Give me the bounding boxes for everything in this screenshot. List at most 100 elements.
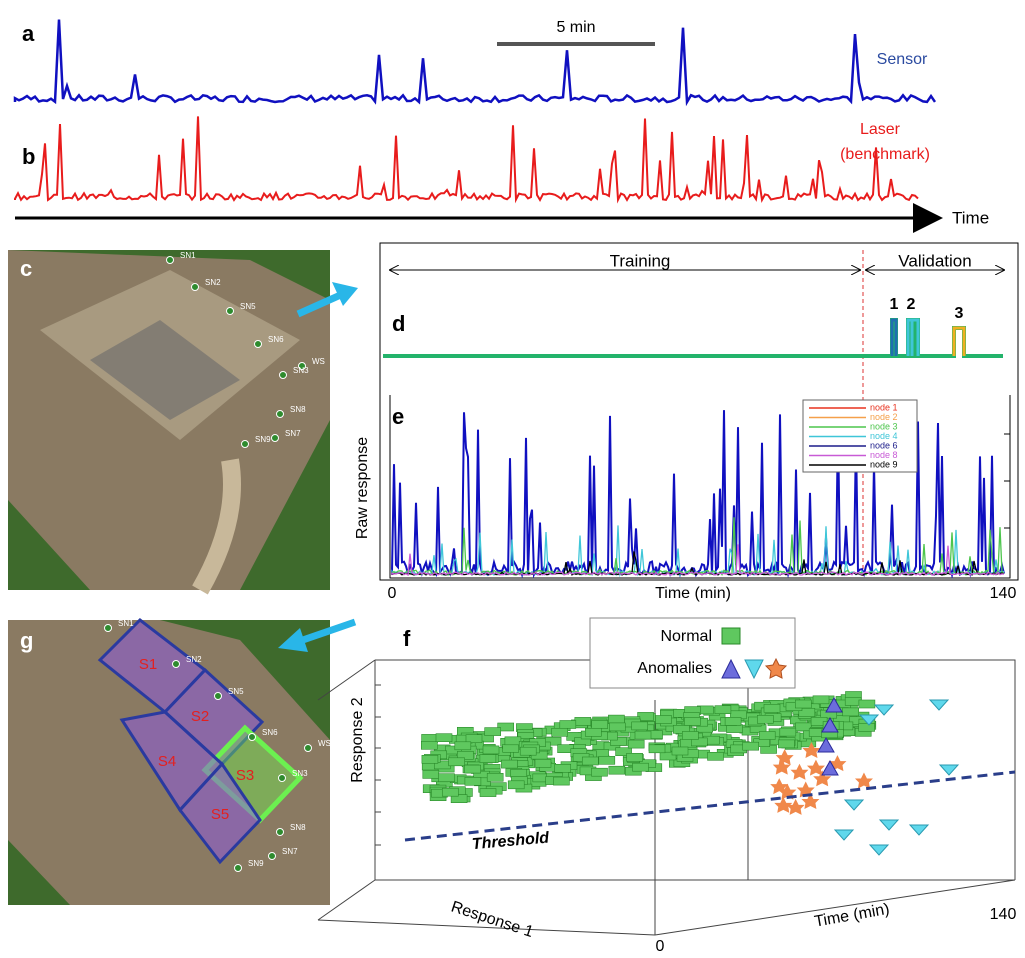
anomaly-star (787, 799, 805, 815)
normal-point (480, 789, 496, 797)
normal-point (575, 717, 591, 725)
normal-point (553, 777, 569, 785)
normal-point (449, 758, 465, 766)
laser-trace (15, 116, 918, 200)
normal-point (780, 728, 796, 736)
normal-point (511, 769, 527, 777)
normal-point (592, 768, 608, 776)
anomaly-triangle (875, 705, 893, 715)
anomaly-star (776, 749, 794, 765)
legend-label: Anomalies (637, 660, 712, 677)
normal-point (633, 763, 649, 771)
normal-point (520, 747, 536, 755)
sensor-label: SN8 (290, 823, 306, 832)
y-axis-label: Response 2 (349, 697, 366, 782)
legend-label: node 8 (870, 450, 898, 460)
legend-label: node 3 (870, 421, 898, 431)
anomaly-triangle (930, 700, 948, 710)
normal-point (859, 723, 875, 731)
figure: a 5 min Sensor b Laser (benchmark) Time … (0, 0, 1025, 958)
anomaly-star (790, 764, 808, 780)
z-tick-label: 140 (990, 906, 1017, 923)
event-label: 2 (907, 296, 916, 313)
normal-point (508, 781, 524, 789)
normal-point (465, 777, 481, 785)
sensor-marker (255, 341, 262, 348)
normal-point (682, 732, 698, 740)
sensor-marker (235, 865, 242, 872)
event-label: 1 (890, 296, 899, 313)
normal-point (582, 757, 598, 765)
normal-point (552, 728, 568, 736)
anomaly-triangle (835, 830, 853, 840)
normal-point (632, 722, 648, 730)
normal-point (764, 704, 780, 712)
panel-label: g (20, 628, 33, 653)
sensor-marker (215, 693, 222, 700)
normal-point (708, 752, 724, 760)
zone-label: S5 (211, 806, 229, 823)
sensor-label: SN5 (240, 302, 256, 311)
response-trace (392, 525, 1004, 575)
trace-label: Laser (860, 121, 901, 138)
zone-label: S1 (139, 656, 157, 673)
anomaly-star (855, 772, 873, 788)
anomaly-triangle (910, 825, 928, 835)
normal-point (422, 755, 438, 763)
sensor-label: SN6 (268, 335, 284, 344)
normal-point (585, 728, 601, 736)
sensor-marker (269, 853, 276, 860)
response-trace (392, 517, 1004, 575)
normal-point (759, 732, 775, 740)
normal-point (795, 700, 811, 708)
sensor-marker (192, 284, 199, 291)
sensor-marker (272, 435, 279, 442)
normal-point (503, 744, 519, 752)
sensor-label: SN7 (282, 847, 298, 856)
sensor-marker (249, 734, 256, 741)
sensor-marker (279, 775, 286, 782)
normal-point (778, 740, 794, 748)
legend-label: node 4 (870, 431, 898, 441)
normal-point (439, 774, 455, 782)
normal-point (656, 716, 672, 724)
sensor-marker (277, 411, 284, 418)
normal-point (487, 773, 503, 781)
sensor-label: SN2 (186, 655, 202, 664)
panel-label: d (392, 311, 405, 336)
time-label: Time (952, 208, 989, 227)
normal-point (609, 723, 625, 731)
event-line (383, 320, 1003, 356)
threshold-label: Threshold (471, 829, 551, 853)
panel-label: e (392, 404, 404, 429)
response-trace (392, 544, 1004, 575)
panel-label: b (22, 144, 35, 169)
sensor-label: SN5 (228, 687, 244, 696)
sensor-label: SN8 (290, 405, 306, 414)
normal-point (535, 759, 551, 767)
normal-point (592, 721, 608, 729)
sensor-marker (305, 745, 312, 752)
event-label: 3 (955, 305, 964, 322)
sensor-marker (280, 372, 287, 379)
anomaly-triangle (870, 845, 888, 855)
zone-label: S2 (191, 708, 209, 725)
normal-point (423, 770, 439, 778)
panel-label: a (22, 21, 35, 46)
normal-point (715, 706, 731, 714)
panel-label: f (403, 626, 411, 651)
normal-point (480, 755, 496, 763)
x-axis-label: Time (min) (655, 585, 731, 602)
normal-point (501, 760, 517, 768)
legend-label: node 2 (870, 412, 898, 422)
legend-label: node 9 (870, 459, 898, 469)
sensor-label: WS (318, 739, 331, 748)
normal-point (599, 756, 615, 764)
normal-point (649, 745, 665, 753)
sensor-label: SN3 (293, 366, 309, 375)
normal-point (485, 728, 501, 736)
y-axis-label: Raw response (354, 437, 371, 539)
trace-label: Sensor (877, 51, 928, 68)
zone-label: S3 (236, 767, 254, 784)
legend-label: node 6 (870, 440, 898, 450)
